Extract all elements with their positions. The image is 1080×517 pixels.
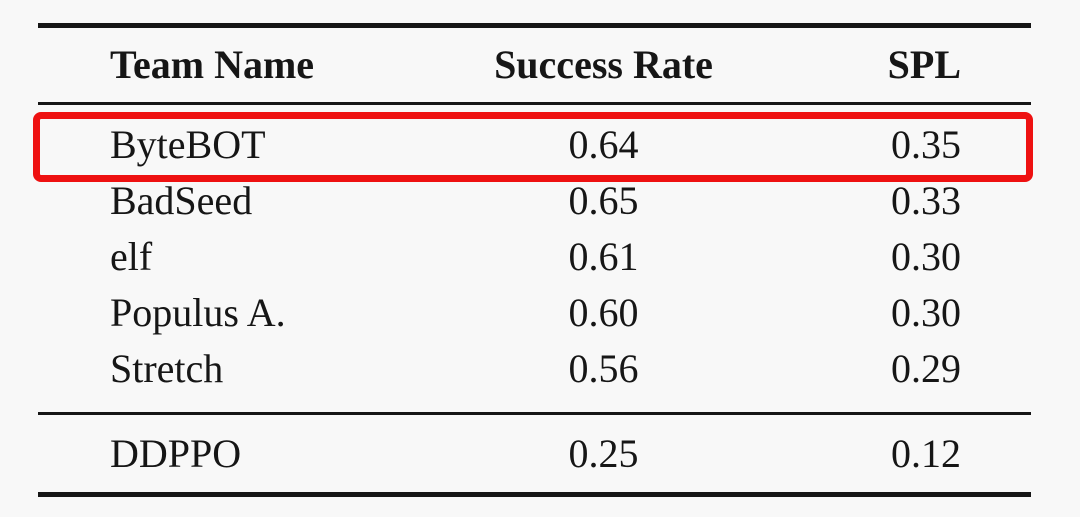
table-row-ddppo: DDPPO 0.25 0.12 <box>38 430 1031 476</box>
spl-cell: 0.33 <box>891 178 961 223</box>
success-rate-cell: 0.25 <box>568 430 639 476</box>
success-rate-cell: 0.56 <box>568 346 639 391</box>
table-row-stretch: Stretch 0.56 0.29 <box>38 341 1031 397</box>
baseline-separator-rule <box>38 412 1031 415</box>
success-rate-cell: 0.64 <box>568 122 639 167</box>
table-bottom-rule <box>38 492 1031 497</box>
table-body: ByteBOT 0.64 0.35 BadSeed 0.65 0.33 elf … <box>38 105 1031 412</box>
column-header-success-rate: Success Rate <box>494 42 713 87</box>
success-rate-cell: 0.65 <box>568 178 639 223</box>
leaderboard-table: Team Name Success Rate SPL ByteBOT 0.64 … <box>38 23 1031 497</box>
column-header-team-name: Team Name <box>110 42 315 87</box>
success-rate-cell: 0.60 <box>568 290 639 335</box>
spl-cell: 0.30 <box>891 234 961 279</box>
column-header-spl: SPL <box>887 42 961 87</box>
spl-cell: 0.29 <box>891 346 961 391</box>
spl-cell: 0.12 <box>891 430 961 476</box>
success-rate-cell: 0.61 <box>568 234 639 279</box>
team-name-cell: BadSeed <box>110 178 253 223</box>
table-header-row: Team Name Success Rate SPL <box>38 28 1031 102</box>
team-name-cell: Stretch <box>110 346 224 391</box>
table-top-rule <box>38 23 1031 28</box>
table-row-populus-a: Populus A. 0.60 0.30 <box>38 285 1031 341</box>
team-name-cell: Populus A. <box>110 290 286 335</box>
header-separator-rule <box>38 102 1031 105</box>
table-row-elf: elf 0.61 0.30 <box>38 229 1031 285</box>
table-row-badseed: BadSeed 0.65 0.33 <box>38 173 1031 229</box>
table-row-bytebot: ByteBOT 0.64 0.35 <box>38 117 1031 173</box>
baseline-section: DDPPO 0.25 0.12 <box>38 415 1031 492</box>
spl-cell: 0.30 <box>891 290 961 335</box>
team-name-cell: DDPPO <box>110 430 242 476</box>
spl-cell: 0.35 <box>891 122 961 167</box>
team-name-cell: ByteBOT <box>110 122 266 167</box>
team-name-cell: elf <box>110 234 153 279</box>
